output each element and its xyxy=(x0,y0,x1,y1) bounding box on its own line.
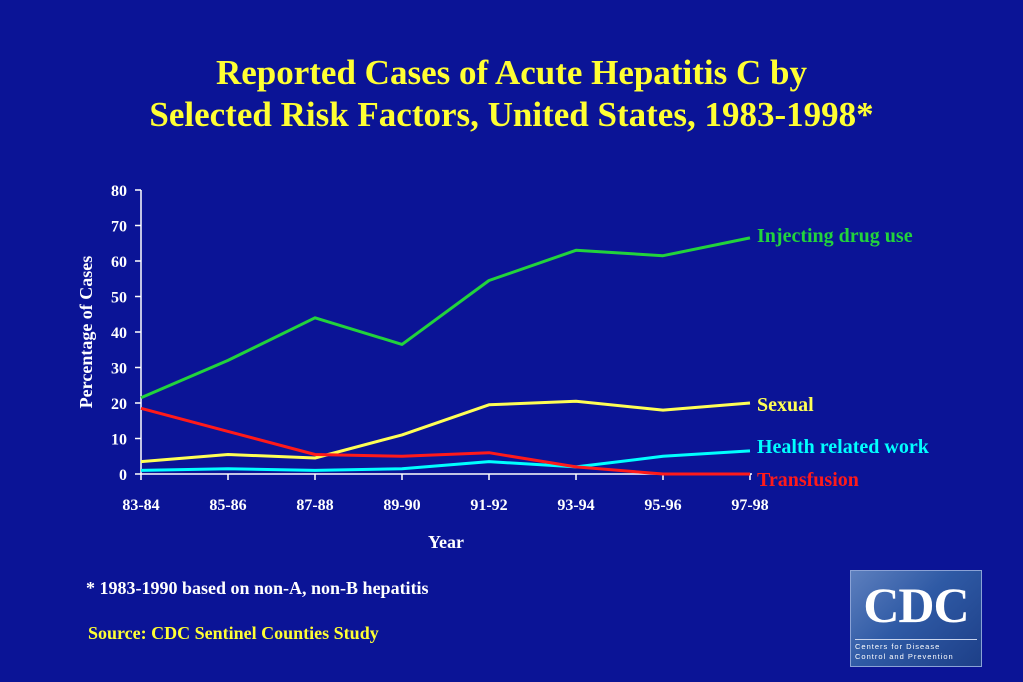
cdc-logo-subtitle: Centers for Disease Control and Preventi… xyxy=(855,639,977,662)
cdc-logo-sub-line-1: Centers for Disease xyxy=(855,642,941,651)
y-tick-label-70: 70 xyxy=(111,219,127,236)
source-note: Source: CDC Sentinel Counties Study xyxy=(88,623,379,643)
series-line-injecting-drug-use xyxy=(140,236,751,400)
x-tick-label-87-88: 87-88 xyxy=(296,497,333,514)
y-tick-label-10: 10 xyxy=(111,432,127,449)
cdc-logo-text: CDC xyxy=(863,577,969,633)
x-tick-label-97-98: 97-98 xyxy=(731,497,768,514)
y-tick-label-40: 40 xyxy=(111,325,127,342)
x-tick-label-85-86: 85-86 xyxy=(209,497,246,514)
y-axis-label: Percentage of Cases xyxy=(76,256,96,409)
series-label-health-related-work: Health related work xyxy=(757,436,930,458)
series-line-transfusion xyxy=(140,406,750,476)
cdc-logo: CDC Centers for Disease Control and Prev… xyxy=(850,570,982,667)
series-label-injecting-drug-use: Injecting drug use xyxy=(757,225,913,247)
x-tick-label-83-84: 83-84 xyxy=(122,497,159,514)
y-tick-label-80: 80 xyxy=(111,183,127,200)
title-line-2: Selected Risk Factors, United States, 19… xyxy=(149,95,874,134)
series-line-health-related-work xyxy=(140,449,751,472)
footnote: * 1983-1990 based on non-A, non-B hepati… xyxy=(86,578,429,598)
title-line-1: Reported Cases of Acute Hepatitis C by xyxy=(215,53,808,92)
series-label-sexual: Sexual xyxy=(757,394,814,416)
x-tick-label-89-90: 89-90 xyxy=(383,497,420,514)
x-axis-label: Year xyxy=(428,532,464,552)
series-line-sexual xyxy=(140,399,751,464)
x-tick-label-91-92: 91-92 xyxy=(470,497,507,514)
y-tick-label-60: 60 xyxy=(111,254,127,271)
y-tick-label-30: 30 xyxy=(111,361,127,378)
x-tick-label-93-94: 93-94 xyxy=(557,497,594,514)
y-tick-label-20: 20 xyxy=(111,396,127,413)
series-label-transfusion: Transfusion xyxy=(757,469,859,491)
y-tick-label-0: 0 xyxy=(119,467,127,484)
y-tick-label-50: 50 xyxy=(111,290,127,307)
chart-title: Reported Cases of Acute Hepatitis C by S… xyxy=(0,52,1023,136)
x-tick-label-95-96: 95-96 xyxy=(644,497,681,514)
cdc-logo-sub-line-2: Control and Prevention xyxy=(855,652,954,661)
